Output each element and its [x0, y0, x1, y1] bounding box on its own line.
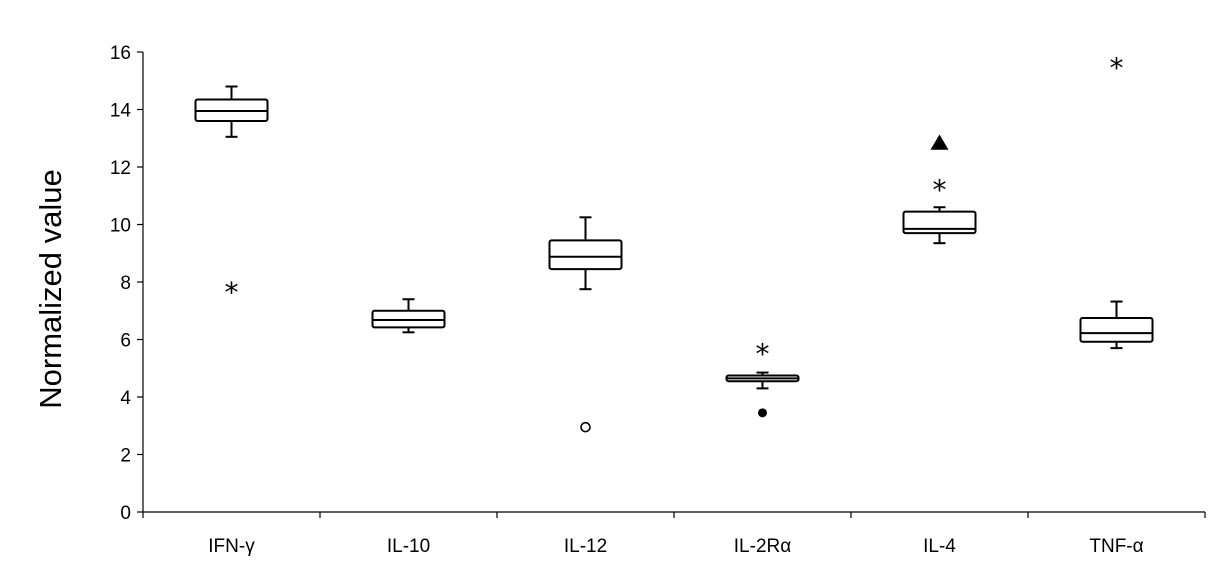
iqr-box [902, 210, 977, 235]
x-tick-label: IL-12 [564, 536, 607, 557]
y-tick-label: 4 [120, 388, 131, 409]
y-axis-ticks: 0 2 4 6 8 10 12 14 16 [110, 43, 143, 524]
outliers-layer: * * * * [225, 52, 1124, 433]
x-tick-label: IL-4 [923, 536, 956, 557]
outlier-asterisk: * [756, 338, 770, 371]
y-axis-title: Normalized value [33, 169, 68, 409]
boxes-layer [194, 85, 1154, 390]
outlier-filled-circle [758, 408, 767, 418]
y-tick-label: 12 [110, 158, 131, 179]
outlier-open-circle [580, 421, 591, 433]
outlier-asterisk: * [933, 174, 947, 207]
y-tick-label: 16 [110, 43, 131, 64]
iqr-box [1079, 316, 1154, 343]
y-tick-label: 8 [120, 273, 131, 294]
box-TNF-α [1079, 300, 1154, 350]
y-tick-label: 6 [120, 331, 131, 352]
y-tick-label: 2 [120, 446, 131, 467]
y-tick-label: 10 [110, 216, 131, 237]
box-IL-12 [548, 216, 623, 291]
x-tick-label: IL-10 [387, 536, 430, 557]
axes [142, 52, 1205, 513]
x-tick-label: IFN-γ [208, 536, 255, 557]
outlier-asterisk: * [225, 276, 239, 309]
y-tick-label: 14 [110, 101, 132, 122]
box-IFN-γ [194, 85, 269, 138]
box-IL-2Rα [725, 371, 800, 390]
box-IL-10 [371, 298, 446, 334]
outlier-filled-triangle [930, 134, 949, 150]
x-axis-ticks: IFN-γ IL-10 IL-12 IL-2Rα IL-4 TNF-α [142, 512, 1206, 557]
box-IL-4 [902, 206, 977, 245]
x-tick-label: IL-2Rα [734, 536, 791, 557]
iqr-box [548, 239, 623, 271]
outlier-asterisk: * [1110, 52, 1124, 85]
y-tick-label: 0 [120, 503, 131, 524]
x-tick-label: TNF-α [1089, 536, 1143, 557]
